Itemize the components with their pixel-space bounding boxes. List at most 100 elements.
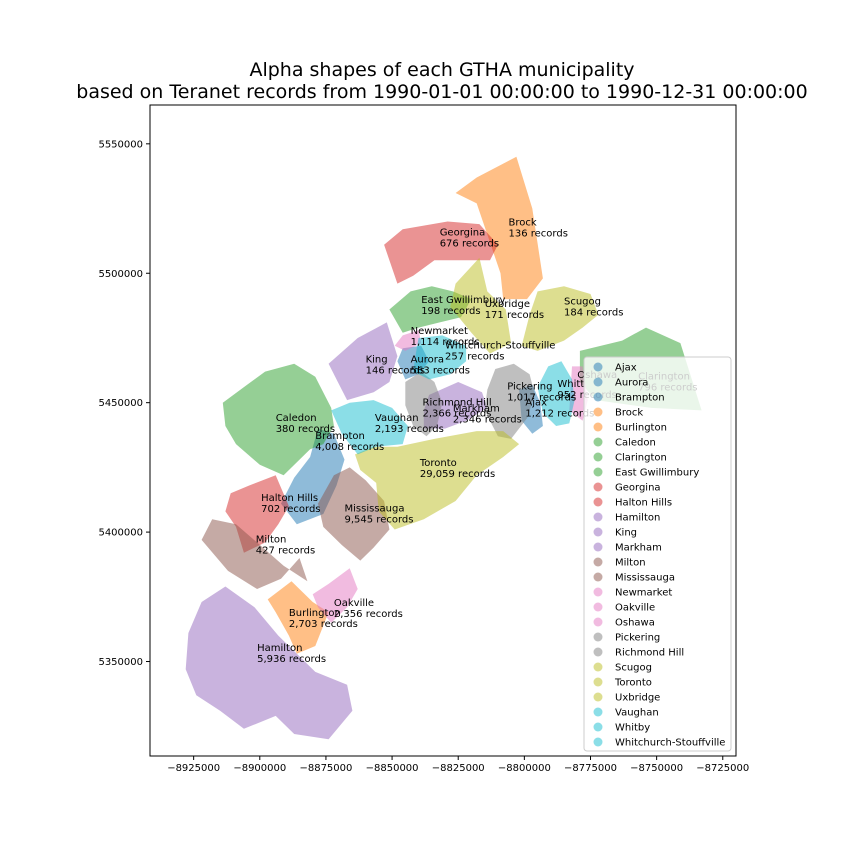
legend-entry-georgina: Georgina xyxy=(615,483,661,494)
region-label-scugog: Scugog 184 records xyxy=(564,296,623,318)
region-shape-toronto xyxy=(355,431,520,530)
region-label-line: Whitchurch-Stouffville xyxy=(445,340,555,351)
legend-entry-pickering: Pickering xyxy=(615,633,660,644)
region-label-east-gwillimbury: East Gwillimbury 198 records xyxy=(421,295,505,317)
x-tick-label: −8750000 xyxy=(630,763,683,774)
region-label-line: 146 records xyxy=(366,366,425,377)
region-shapes xyxy=(185,156,702,740)
legend-marker-scugog xyxy=(593,662,603,672)
region-shape-oshawa xyxy=(569,366,588,421)
region-label-line: Vaughan xyxy=(375,413,419,424)
x-tick-label: −8775000 xyxy=(564,763,617,774)
region-label-line: 1,017 records xyxy=(507,393,576,404)
region-label-line: 380 records xyxy=(276,424,335,435)
legend-entry-scugog: Scugog xyxy=(615,663,652,674)
region-label-halton-hills: Halton Hills 702 records xyxy=(261,493,320,515)
region-label-line: Aurora xyxy=(411,355,444,366)
x-tick-label: −8800000 xyxy=(498,763,551,774)
legend-entry-milton: Milton xyxy=(615,558,646,569)
region-label-brock: Brock 136 records xyxy=(509,217,568,239)
legend-marker-oshawa xyxy=(593,617,603,627)
region-shape-uxbridge xyxy=(450,257,512,354)
region-label-line: Mississauga xyxy=(345,503,405,514)
region-label-line: Newmarket xyxy=(411,326,468,337)
legend-entry-markham: Markham xyxy=(615,543,662,554)
region-label-line: Toronto xyxy=(419,458,457,469)
legend-entry-brampton: Brampton xyxy=(615,393,665,404)
legend-entry-east-gwillimbury: East Gwillimbury xyxy=(615,468,699,479)
region-label-line: 29,059 records xyxy=(420,469,495,480)
region-label-whitchurch-stouffville: Whitchurch-Stouffville 257 records xyxy=(445,340,555,362)
legend-entry-oshawa: Oshawa xyxy=(615,618,655,629)
region-label-line: 676 records xyxy=(440,239,499,250)
region-label-line: 4,008 records xyxy=(315,442,384,453)
legend-marker-ajax xyxy=(593,362,603,372)
region-label-line: Burlington xyxy=(289,608,341,619)
legend-marker-milton xyxy=(593,557,603,567)
region-shape-burlington xyxy=(267,581,329,654)
region-label-line: Pickering xyxy=(507,382,552,393)
legend-entry-richmond-hill: Richmond Hill xyxy=(615,648,684,659)
region-label-line: Scugog xyxy=(564,296,601,307)
legend-marker-brock xyxy=(593,407,603,417)
region-shape-king xyxy=(328,322,398,401)
region-label-line: 257 records xyxy=(445,351,504,362)
region-label-line: Markham xyxy=(453,404,500,415)
legend-marker-mississauga xyxy=(593,572,603,582)
region-label-newmarket: Newmarket 1,114 records xyxy=(411,326,480,348)
legend-marker-clarington xyxy=(593,452,603,462)
region-label-line: King xyxy=(366,355,388,366)
y-tick-label: 5500000 xyxy=(98,269,143,280)
region-shape-brock xyxy=(455,156,543,300)
legend-marker-markham xyxy=(593,542,603,552)
legend-marker-whitchurch-stouffville xyxy=(593,737,603,747)
region-label-oakville: Oakville 2,356 records xyxy=(334,598,403,620)
region-shape-vaughan xyxy=(331,400,408,455)
axis-ticks: −8925000 −8900000 −8875000 −8850000 −8825000… xyxy=(98,139,749,774)
x-tick-label: −8825000 xyxy=(432,763,485,774)
region-shape-georgina xyxy=(384,221,498,284)
x-tick-label: −8925000 xyxy=(167,763,220,774)
legend-marker-richmond-hill xyxy=(593,647,603,657)
legend-entry-uxbridge: Uxbridge xyxy=(615,693,660,704)
region-shape-east-gwillimbury xyxy=(389,286,472,333)
region-label-line: 1,212 records xyxy=(525,408,594,419)
region-label-line: 2,356 records xyxy=(334,609,403,620)
legend-entry-burlington: Burlington xyxy=(615,423,667,434)
region-label-toronto: Toronto 29,059 records xyxy=(419,458,495,480)
y-tick-label: 5350000 xyxy=(98,657,143,668)
legend-marker-aurora xyxy=(593,377,603,387)
region-label-aurora: Aurora 563 records xyxy=(411,355,470,377)
region-label-richmond-hill: Richmond Hill 2,366 records xyxy=(423,397,492,419)
x-tick-label: −8875000 xyxy=(299,763,352,774)
legend-entry-brock: Brock xyxy=(615,408,643,419)
legend-entry-clarington: Clarington xyxy=(615,453,667,464)
region-label-line: 171 records xyxy=(485,310,544,321)
region-shape-newmarket xyxy=(394,330,422,351)
region-shape-scugog xyxy=(521,286,599,351)
region-shape-caledon xyxy=(222,363,334,476)
legend-marker-brampton xyxy=(593,392,603,402)
legend-marker-toronto xyxy=(593,677,603,687)
legend-entry-mississauga: Mississauga xyxy=(615,573,675,584)
region-label-line: Brock xyxy=(509,217,537,228)
legend-marker-whitby xyxy=(593,722,603,732)
region-label-line: 1,114 records xyxy=(411,337,480,348)
legend-entry-halton-hills: Halton Hills xyxy=(615,498,672,509)
region-label-line: Milton xyxy=(256,535,287,546)
legend-entry-caledon: Caledon xyxy=(615,438,656,449)
region-label-line: Brampton xyxy=(315,431,365,442)
legend-entry-aurora: Aurora xyxy=(615,378,648,389)
region-shape-milton xyxy=(201,519,308,589)
region-label-line: 2,703 records xyxy=(289,619,358,630)
legend-marker-king xyxy=(593,527,603,537)
x-tick-label: −8850000 xyxy=(366,763,419,774)
region-label-line: 2,366 records xyxy=(423,408,492,419)
x-tick-label: −8725000 xyxy=(696,763,749,774)
region-label-line: Oakville xyxy=(334,598,374,609)
region-label-line: 184 records xyxy=(564,307,623,318)
region-label-line: Uxbridge xyxy=(485,299,530,310)
legend-marker-caledon xyxy=(593,437,603,447)
region-label-mississauga: Mississauga 9,545 records xyxy=(345,503,414,525)
